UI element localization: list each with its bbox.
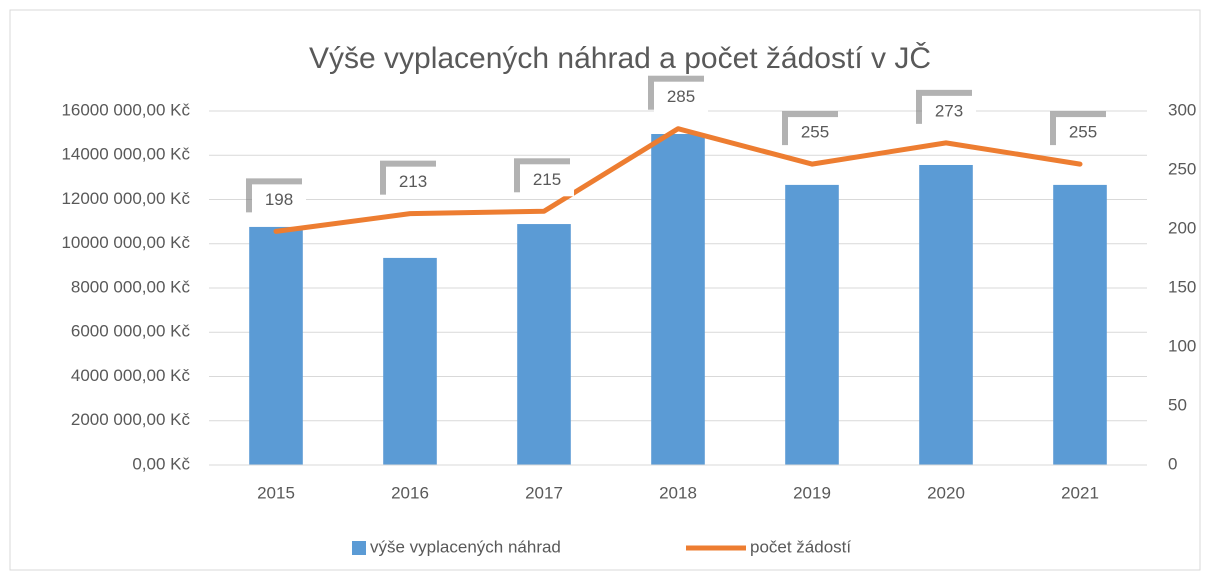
y2-tick-label: 200 [1168, 218, 1196, 237]
y-tick-label: 8000 000,00 Kč [71, 277, 191, 296]
bar [785, 184, 839, 465]
label-box [386, 166, 440, 199]
y-tick-label: 6000 000,00 Kč [71, 322, 191, 341]
y-tick-label: 2000 000,00 Kč [71, 410, 191, 429]
bar [651, 134, 705, 465]
line [273, 126, 1083, 234]
x-tick-label: 2020 [927, 483, 965, 502]
data-label: 198 [265, 190, 293, 209]
label-box [922, 95, 976, 128]
data-label: 255 [1069, 123, 1097, 142]
label-box [1056, 117, 1110, 150]
data-label: 273 [935, 101, 963, 120]
x-tick-label: 2019 [793, 483, 831, 502]
x-tick-label: 2016 [391, 483, 429, 502]
y-tick-label: 0,00 Kč [132, 454, 190, 473]
chart-border [9, 9, 1201, 571]
data-label: 255 [801, 123, 829, 142]
data-label: 215 [533, 170, 561, 189]
y-tick-label: 10000 000,00 Kč [61, 233, 190, 252]
label-box [520, 164, 574, 197]
bar [249, 226, 303, 465]
x-tick-label: 2018 [659, 483, 697, 502]
y2-tick-label: 150 [1168, 277, 1196, 296]
legend-swatch [352, 541, 366, 555]
bar [383, 257, 437, 465]
y-tick-label: 12000 000,00 Kč [61, 189, 190, 208]
bar [1053, 184, 1107, 465]
legend-label: počet žádostí [750, 537, 851, 556]
y2-tick-label: 250 [1168, 159, 1196, 178]
y2-tick-label: 0 [1168, 454, 1177, 473]
legend-label: výše vyplacených náhrad [370, 537, 561, 556]
y-tick-label: 4000 000,00 Kč [71, 366, 191, 385]
y2-tick-label: 300 [1168, 100, 1196, 119]
data-label: 285 [667, 87, 695, 106]
label-box [252, 184, 306, 217]
bar [919, 164, 973, 466]
x-tick-label: 2021 [1061, 483, 1099, 502]
label-box [788, 117, 842, 150]
data-label: 213 [399, 172, 427, 191]
x-tick-label: 2015 [257, 483, 295, 502]
bar [517, 224, 571, 465]
y-tick-label: 16000 000,00 Kč [61, 100, 190, 119]
chart-title: Výše vyplacených náhrad a počet žádostí … [309, 41, 931, 75]
label-box [654, 81, 708, 114]
x-tick-label: 2017 [525, 483, 563, 502]
y2-tick-label: 50 [1168, 395, 1187, 414]
y-tick-label: 14000 000,00 Kč [61, 145, 190, 164]
y2-tick-label: 100 [1168, 336, 1196, 355]
